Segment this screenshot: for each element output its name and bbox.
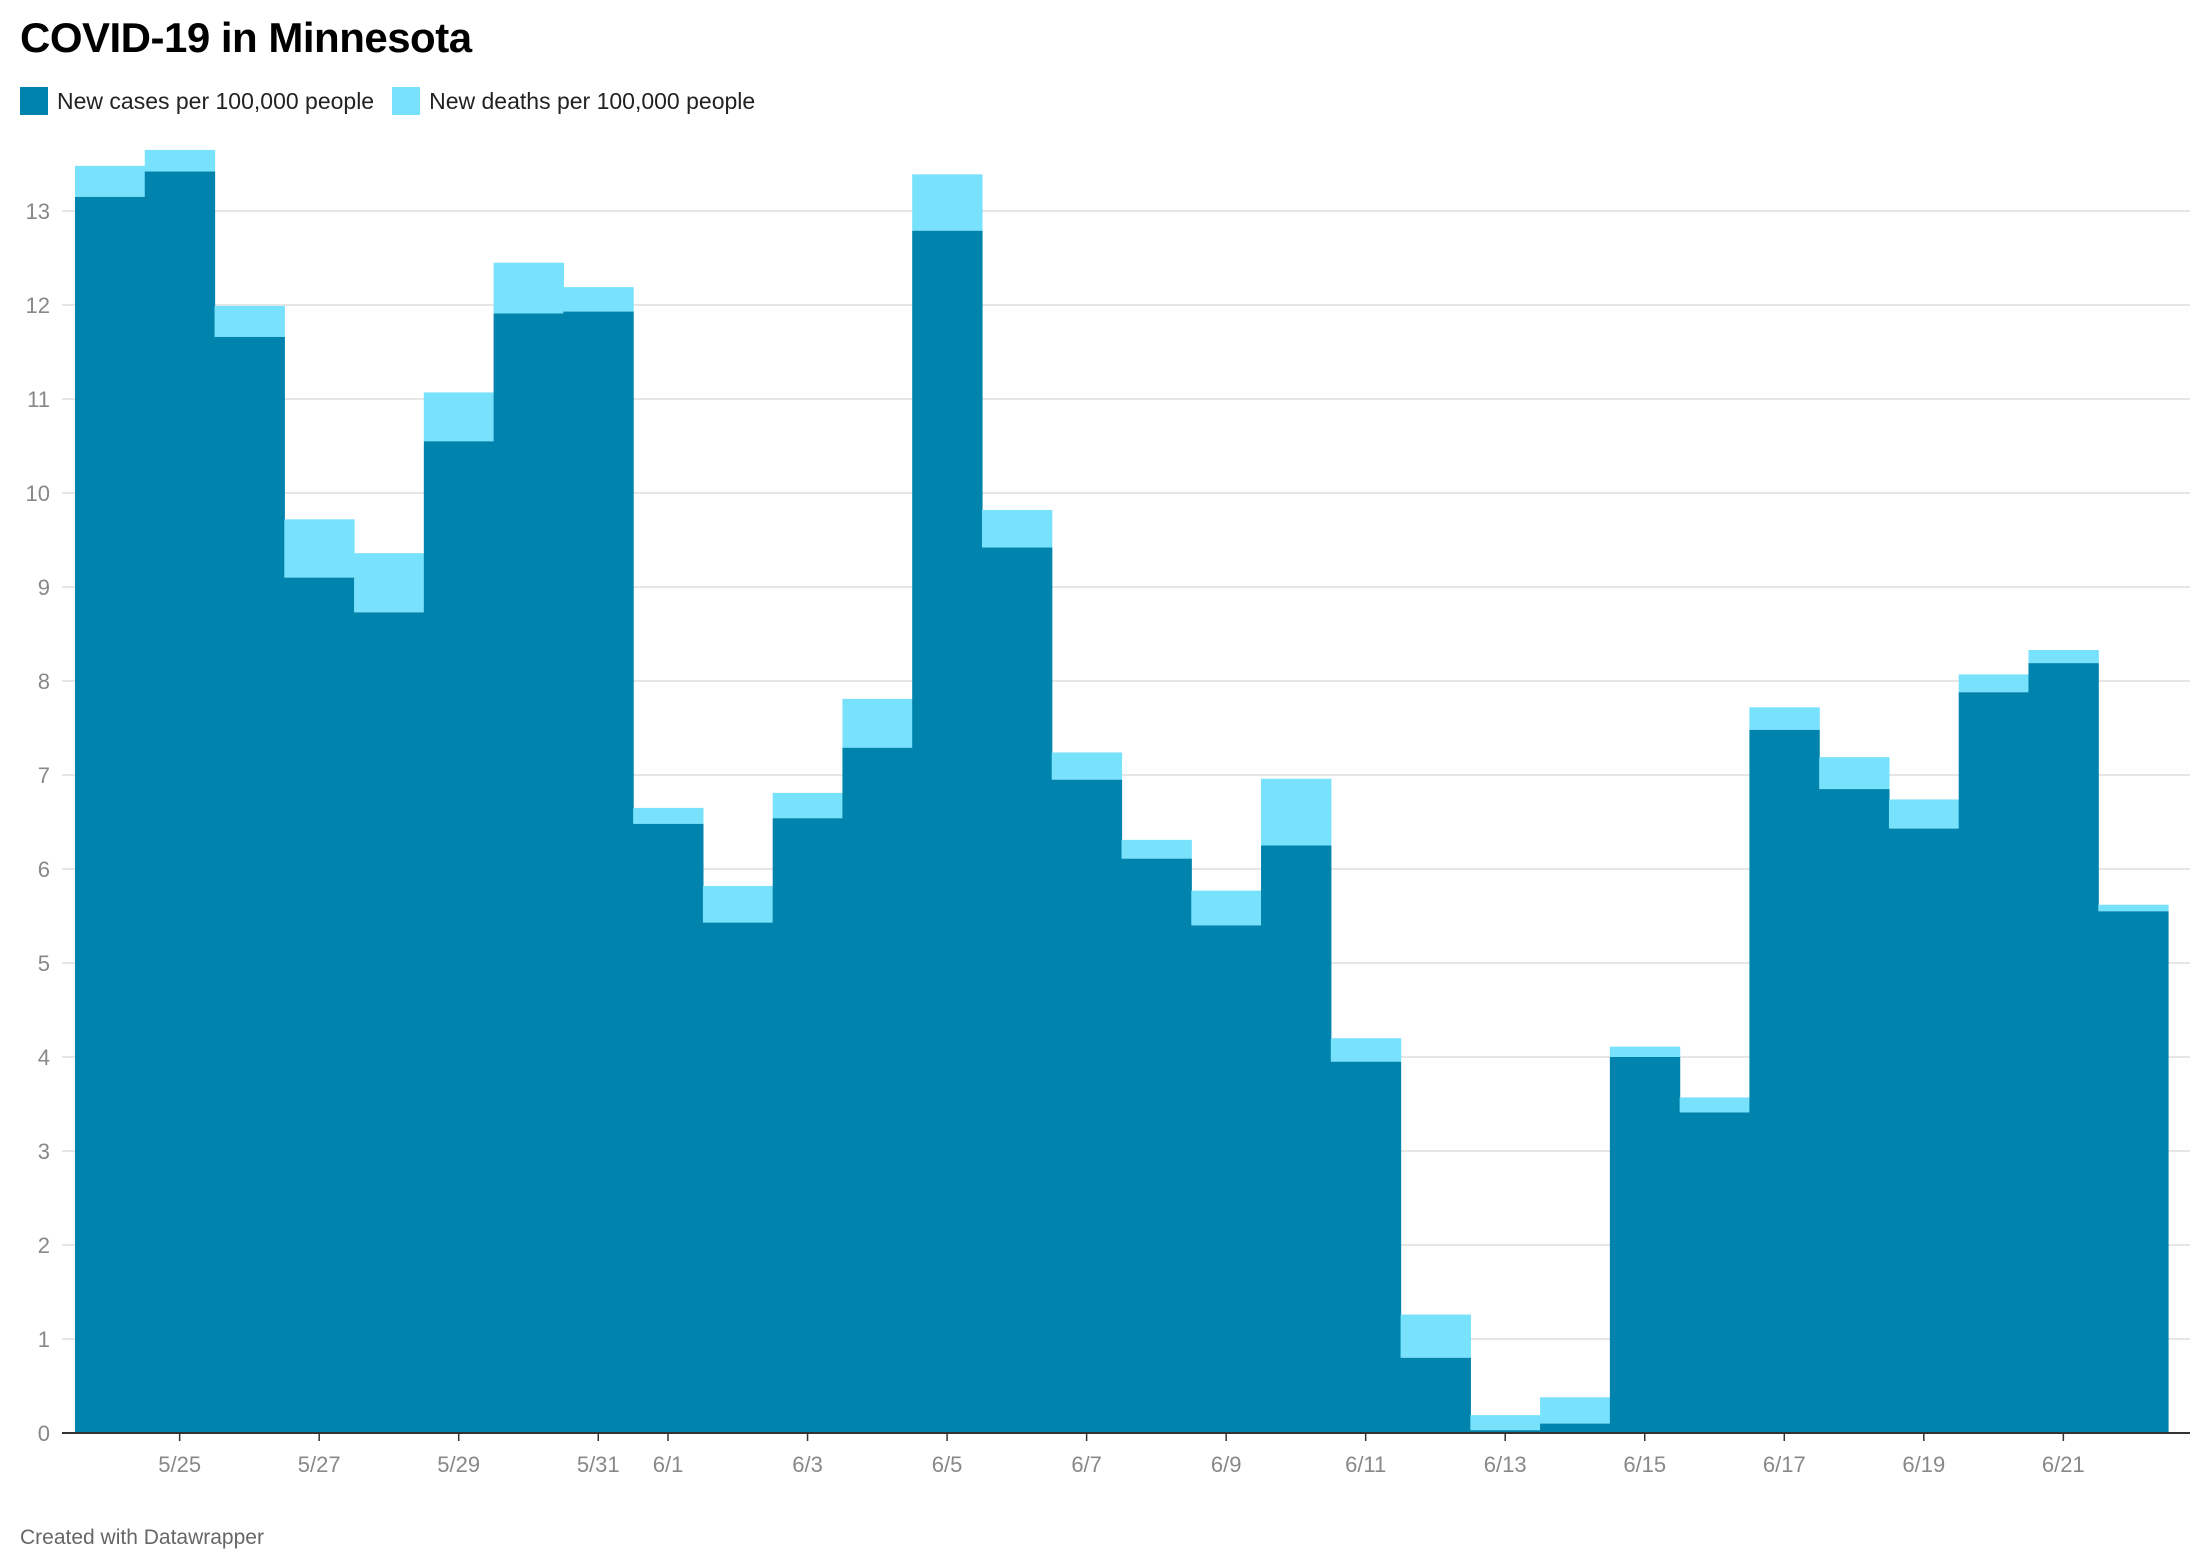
deaths-bar xyxy=(1470,1415,1541,1431)
footer-credit: Created with Datawrapper xyxy=(20,1526,264,1549)
deaths-bar xyxy=(214,305,285,337)
cases-bar xyxy=(1121,858,1192,1433)
cases-bar xyxy=(1679,1112,1750,1433)
cases-bar xyxy=(423,441,495,1433)
y-tick-label: 2 xyxy=(38,1233,50,1258)
cases-bar xyxy=(1540,1423,1611,1433)
deaths-bar xyxy=(2028,649,2099,664)
deaths-bar xyxy=(423,392,495,442)
legend-item-cases: New cases per 100,000 people xyxy=(20,87,374,115)
cases-bar xyxy=(702,922,774,1433)
x-tick-label: 6/15 xyxy=(1623,1452,1666,1477)
deaths-bar xyxy=(1051,752,1123,780)
cases-bar xyxy=(772,818,844,1433)
cases-bar xyxy=(1888,828,1960,1433)
cases-bar xyxy=(354,612,425,1433)
cases-bar xyxy=(284,577,355,1433)
cases-bar xyxy=(842,747,913,1433)
deaths-bar xyxy=(1540,1397,1611,1424)
deaths-bar xyxy=(1261,778,1332,846)
cases-bar xyxy=(1609,1057,1681,1433)
x-tick-label: 6/11 xyxy=(1345,1452,1386,1477)
deaths-bar xyxy=(981,509,1053,548)
cases-bar xyxy=(214,336,285,1434)
cases-bar xyxy=(1400,1357,1471,1433)
cases-bar xyxy=(1330,1061,1402,1433)
legend-label-deaths: New deaths per 100,000 people xyxy=(429,87,756,114)
y-tick-label: 13 xyxy=(26,199,50,224)
x-tick-label: 5/27 xyxy=(298,1452,341,1477)
deaths-bar xyxy=(1749,707,1820,730)
deaths-bar xyxy=(354,553,425,613)
x-tick-label: 6/1 xyxy=(653,1452,684,1477)
cases-bar xyxy=(1261,845,1332,1433)
deaths-bar xyxy=(1609,1046,1681,1057)
cases-bar xyxy=(1749,729,1820,1433)
deaths-bar xyxy=(1888,799,1960,829)
deaths-bar xyxy=(284,519,355,578)
y-tick-label: 11 xyxy=(27,387,50,412)
deaths-bar xyxy=(1819,757,1890,790)
x-tick-label: 5/25 xyxy=(158,1452,201,1477)
cases-bar xyxy=(1819,789,1890,1433)
chart-title: COVID-19 in Minnesota xyxy=(20,14,472,61)
y-tick-label: 8 xyxy=(38,669,50,694)
cases-bar xyxy=(493,313,564,1434)
deaths-bar xyxy=(1400,1314,1471,1358)
legend-swatch-deaths xyxy=(392,87,421,115)
x-tick-label: 6/21 xyxy=(2042,1452,2085,1477)
cases-bar xyxy=(144,171,216,1433)
y-tick-label: 10 xyxy=(26,481,50,506)
cases-bar xyxy=(1051,779,1123,1433)
x-tick-label: 6/19 xyxy=(1902,1452,1945,1477)
legend-swatch-cases xyxy=(20,87,48,115)
cases-bar xyxy=(912,230,983,1433)
x-tick-label: 5/31 xyxy=(577,1452,620,1477)
cases-bar xyxy=(633,823,704,1433)
cases-bar xyxy=(1470,1430,1541,1433)
x-tick-label: 6/5 xyxy=(932,1452,963,1477)
y-tick-label: 5 xyxy=(38,951,50,976)
x-tick-label: 6/3 xyxy=(792,1452,823,1477)
deaths-bar xyxy=(633,807,704,824)
deaths-bar xyxy=(772,792,844,819)
deaths-bar xyxy=(563,287,634,312)
cases-bar xyxy=(563,311,634,1433)
deaths-bar xyxy=(702,885,774,923)
x-tick-label: 6/17 xyxy=(1763,1452,1806,1477)
y-tick-label: 6 xyxy=(38,857,50,882)
legend: New cases per 100,000 people New deaths … xyxy=(20,84,773,118)
deaths-bar xyxy=(1191,890,1262,926)
legend-label-cases: New cases per 100,000 people xyxy=(57,87,375,114)
deaths-bar xyxy=(912,174,983,231)
deaths-bar xyxy=(493,262,564,314)
deaths-bar xyxy=(1121,839,1192,859)
deaths-bar xyxy=(144,149,216,172)
cases-bar xyxy=(2098,911,2169,1433)
x-tick-label: 6/13 xyxy=(1484,1452,1527,1477)
cases-bar xyxy=(981,547,1053,1433)
deaths-bar xyxy=(1958,674,2030,693)
cases-bar xyxy=(75,196,146,1433)
cases-bar xyxy=(1191,925,1262,1433)
x-tick-label: 6/9 xyxy=(1211,1452,1242,1477)
y-tick-label: 1 xyxy=(38,1327,50,1352)
y-tick-label: 0 xyxy=(38,1421,50,1446)
y-tick-label: 7 xyxy=(38,763,50,788)
y-tick-label: 4 xyxy=(38,1045,50,1070)
deaths-bar xyxy=(1330,1038,1402,1062)
x-tick-label: 5/29 xyxy=(437,1452,480,1477)
deaths-bar xyxy=(1679,1097,1750,1113)
legend-item-deaths: New deaths per 100,000 people xyxy=(392,87,755,115)
x-tick-label: 6/7 xyxy=(1071,1452,1102,1477)
y-tick-label: 3 xyxy=(38,1139,50,1164)
y-tick-label: 9 xyxy=(38,575,50,600)
deaths-bar xyxy=(842,698,913,748)
cases-bar xyxy=(1958,692,2030,1433)
deaths-bar xyxy=(75,165,146,197)
y-tick-label: 12 xyxy=(26,293,50,318)
deaths-bar xyxy=(2098,904,2169,912)
cases-bar xyxy=(2028,663,2099,1433)
